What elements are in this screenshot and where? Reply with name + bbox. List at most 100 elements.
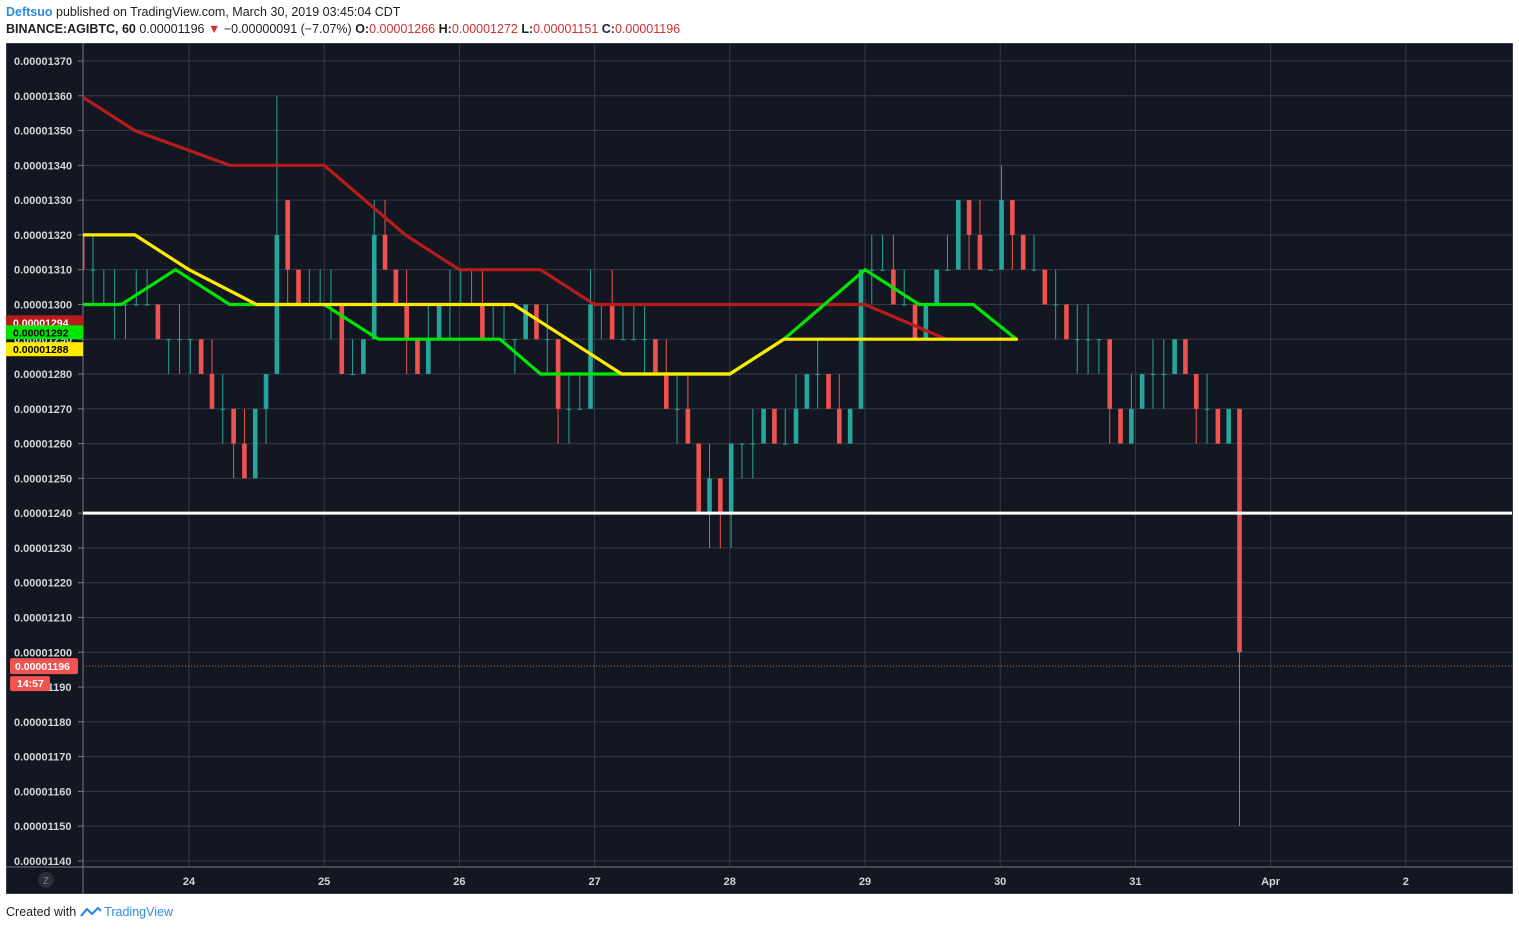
bar-countdown: 14:57 <box>17 678 44 690</box>
candle-body <box>685 408 691 444</box>
candle-body <box>966 200 972 235</box>
price-tick-label: 0.00001330 <box>14 195 72 207</box>
candle-body <box>847 408 853 444</box>
candle-body <box>209 374 215 409</box>
time-axis[interactable]: 24 25 26 27 28 29 30 31 Apr 2 Z <box>6 866 1513 888</box>
candle-body <box>501 339 507 341</box>
created-with-text: Created with <box>6 905 77 919</box>
down-arrow-icon: ▼ <box>207 22 221 36</box>
zoom-reset-label: Z <box>43 876 49 887</box>
high-label: H: <box>438 22 452 36</box>
candle-body <box>642 339 647 341</box>
last-price: 0.00001196 <box>139 22 205 36</box>
candle-body <box>1074 339 1080 341</box>
close-label: C: <box>601 22 615 36</box>
candle-body <box>263 374 269 409</box>
candle-body <box>1031 269 1037 271</box>
candle-body <box>923 304 929 340</box>
price-tick-label: 0.00001280 <box>14 369 72 381</box>
moving-averages <box>83 95 1019 376</box>
candle-body <box>544 339 550 341</box>
candle-body <box>1020 234 1026 270</box>
low-label: L: <box>521 22 534 36</box>
author-link[interactable]: Deftsuo <box>6 5 53 19</box>
published-text: published on TradingView.com, March 30, … <box>56 5 401 19</box>
price-labels: 0.000012940.000012920.000012880.00001196… <box>6 315 1512 692</box>
candle-body <box>231 408 236 444</box>
candle-body <box>1215 408 1221 444</box>
time-tick-label: 26 <box>453 876 465 888</box>
price-tick-label: 0.00001370 <box>14 56 72 68</box>
price-chart[interactable]: 0.00001370 0.00001360 0.00001350 0.00001340… <box>6 43 1513 894</box>
tradingview-brand[interactable]: TradingView <box>104 905 173 919</box>
candle-body <box>707 478 712 514</box>
candle-body <box>1150 374 1156 376</box>
candle-body <box>718 478 723 514</box>
time-tick-label: 2 <box>1403 876 1409 888</box>
ma-price-badge <box>6 342 83 357</box>
moving-average-line <box>83 268 1019 376</box>
candle-body <box>955 200 961 270</box>
candle-body <box>804 374 810 409</box>
candle-body <box>1042 269 1048 305</box>
candle-body <box>83 234 85 270</box>
footer: Created with TradingView <box>6 905 173 919</box>
candle-body <box>750 443 756 445</box>
candle-body <box>837 408 842 444</box>
time-tick-label: 28 <box>724 876 736 888</box>
candle-body <box>620 339 626 341</box>
candle-body <box>815 374 820 376</box>
price-tick-label: 0.00001300 <box>14 299 72 311</box>
candle-body <box>728 443 734 514</box>
candle-body <box>782 443 788 445</box>
candle-body <box>977 234 983 270</box>
candle-body <box>220 408 226 410</box>
candle-body <box>144 304 150 306</box>
candle-body <box>296 269 301 305</box>
price-tick-label: 0.00001270 <box>14 404 72 416</box>
chart-background <box>6 43 1513 894</box>
price-tick-label: 0.00001310 <box>14 265 72 277</box>
candle-body <box>90 269 96 271</box>
moving-average-line <box>83 95 1019 341</box>
candle-body <box>350 374 355 376</box>
price-tick-label: 0.00001140 <box>14 856 72 868</box>
price-tick-label: 0.00001250 <box>14 473 72 485</box>
candle-body <box>426 339 431 375</box>
time-tick-label: 30 <box>994 876 1006 888</box>
candle-body <box>133 304 139 306</box>
candle-body <box>382 234 388 270</box>
price-tick-label: 0.00001170 <box>14 752 72 764</box>
candle-body <box>1183 339 1188 375</box>
candle-body <box>1161 374 1167 376</box>
candle-body <box>1139 374 1145 409</box>
time-tick-label: 27 <box>588 876 600 888</box>
ma-price-badge <box>6 325 83 340</box>
candle-body <box>1096 339 1102 341</box>
candle-body <box>739 443 745 445</box>
symbol-interval: BINANCE:AGIBTC, 60 <box>6 22 136 36</box>
price-tick-label: 0.00001360 <box>14 91 72 103</box>
ma-price-value: 0.00001288 <box>13 344 69 356</box>
close-value: 0.00001196 <box>614 22 681 36</box>
price-tick-label: 0.00001320 <box>14 230 72 242</box>
candle-body <box>696 443 702 514</box>
candle-body <box>1204 408 1210 410</box>
tradingview-logo-icon <box>80 906 102 917</box>
price-tick-label: 0.00001200 <box>14 647 72 659</box>
candle-body <box>155 304 161 340</box>
time-tick-label: Apr <box>1261 876 1281 888</box>
candle-body <box>404 304 409 340</box>
candle-body <box>609 304 615 340</box>
current-price-value: 0.00001196 <box>15 661 70 673</box>
candle-body <box>999 200 1004 270</box>
price-change: −0.00000091 (−7.07%) <box>223 22 352 36</box>
candle-body <box>826 374 831 409</box>
zoom-reset-button[interactable] <box>38 872 54 888</box>
candle-body <box>1085 339 1091 341</box>
time-tick-label: 24 <box>183 876 196 888</box>
countdown-badge <box>10 676 50 692</box>
low-value: 0.00001151 <box>533 22 599 36</box>
candle-body <box>772 408 777 444</box>
candle-body <box>1053 304 1058 306</box>
